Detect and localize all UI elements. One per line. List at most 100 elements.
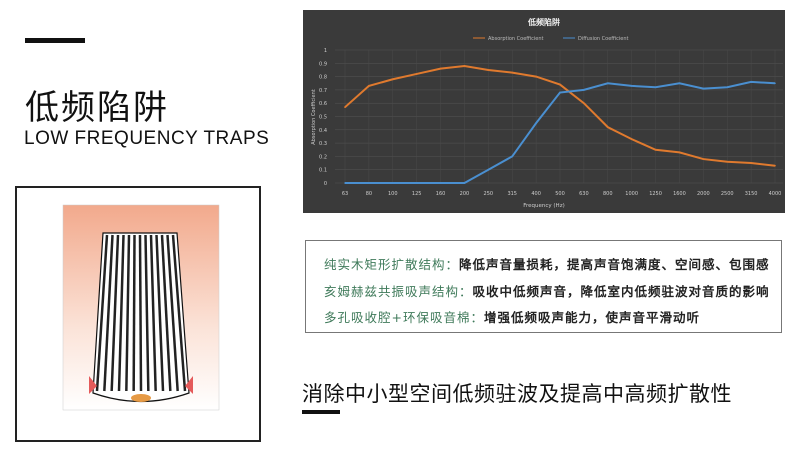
- data-point: [439, 182, 442, 184]
- bass-trap-illustration: [62, 204, 220, 411]
- chart-title: 低频陷阱: [527, 17, 560, 27]
- legend-absorption: Absorption Coefficient: [488, 36, 543, 42]
- data-point: [415, 73, 418, 75]
- data-point: [606, 126, 609, 128]
- data-point: [559, 91, 561, 94]
- slat: [110, 234, 120, 392]
- data-point: [583, 89, 585, 91]
- y-tick-label: 0.9: [319, 61, 327, 67]
- x-tick-label: 4000: [769, 191, 782, 197]
- data-point: [344, 106, 346, 108]
- x-tick-label: 1000: [625, 191, 638, 197]
- data-point: [774, 164, 776, 167]
- data-point: [463, 182, 466, 184]
- slat: [155, 234, 165, 392]
- x-tick-label: 1250: [649, 191, 662, 197]
- data-point: [415, 182, 418, 184]
- slat: [103, 234, 114, 392]
- data-point: [702, 158, 705, 160]
- x-tick-label: 3150: [745, 191, 758, 197]
- data-point: [535, 75, 537, 78]
- y-tick-label: 0: [324, 181, 327, 187]
- x-tick-label: 250: [484, 191, 494, 197]
- data-point: [511, 155, 514, 158]
- page-subtitle: LOW FREQUENCY TRAPS: [24, 128, 270, 149]
- slat: [149, 234, 157, 392]
- data-point: [678, 82, 681, 85]
- slat: [171, 234, 187, 392]
- x-tick-label: 2500: [721, 191, 734, 197]
- slat: [138, 234, 143, 392]
- slat: [132, 234, 136, 392]
- feature-value: 吸收中低频声音，降低室内低频驻波对音质的影响: [472, 284, 770, 299]
- slat: [95, 234, 109, 392]
- page-title: 低频陷阱: [25, 88, 169, 128]
- feature-key: 亥姆赫兹共振吸声结构：: [324, 284, 473, 299]
- data-point: [583, 102, 585, 104]
- feature-item: 亥姆赫兹共振吸声结构：吸收中低频声音，降低室内低频驻波对音质的影响: [324, 281, 770, 300]
- y-tick-label: 0.7: [319, 88, 327, 94]
- y-tick-label: 0.6: [319, 101, 327, 107]
- data-point: [750, 162, 752, 164]
- legend: Absorption Coefficient Diffusion Coeffic…: [473, 36, 629, 42]
- x-tick-label: 80: [366, 191, 372, 197]
- data-point: [535, 122, 537, 124]
- data-point: [630, 85, 633, 87]
- data-point: [750, 81, 752, 83]
- data-point: [368, 182, 370, 184]
- data-point: [702, 87, 705, 90]
- x-tick-label: 400: [531, 191, 541, 197]
- x-tick-label: 200: [460, 191, 470, 197]
- data-point: [368, 85, 370, 87]
- slat: [160, 234, 172, 392]
- data-point: [678, 151, 681, 154]
- x-axis-label: Frequency (Hz): [523, 203, 564, 209]
- slat: [117, 234, 125, 392]
- feature-key: 纯实木矩形扩散结构：: [324, 257, 460, 272]
- data-point: [654, 86, 657, 89]
- feature-item: 纯实木矩形扩散结构：降低声音量损耗，提高声音饱满度、空间感、包围感: [324, 254, 770, 273]
- x-tick-label: 500: [555, 191, 565, 197]
- data-point: [630, 138, 633, 140]
- x-tick-label: 100: [388, 191, 398, 197]
- features-box: 纯实木矩形扩散结构：降低声音量损耗，提高声音饱满度、空间感、包围感 亥姆赫兹共振…: [305, 240, 782, 333]
- decorative-bar: [25, 38, 85, 43]
- x-tick-label: 630: [579, 191, 589, 197]
- x-tick-label: 63: [342, 191, 348, 197]
- y-tick-label: 1: [324, 48, 327, 54]
- data-point: [391, 78, 394, 81]
- y-tick-label: 0.1: [319, 168, 327, 174]
- tagline: 消除中小型空间低频驻波及提高中高频扩散性: [302, 382, 732, 406]
- chart-panel: 低频陷阱 Absorption Coefficient Diffusion Co…: [303, 10, 785, 213]
- x-tick-label: 800: [603, 191, 613, 197]
- data-point: [487, 69, 490, 71]
- data-point: [654, 148, 657, 151]
- x-tick-label: 1600: [673, 191, 686, 197]
- feature-key: 多孔吸收腔+环保吸音棉：: [324, 310, 484, 325]
- y-axis-label: Absorption Coefficient: [311, 89, 317, 144]
- y-tick-label: 0.5: [319, 115, 327, 121]
- data-point: [511, 71, 514, 74]
- feature-item: 多孔吸收腔+环保吸音棉：增强低频吸声能力，使声音平滑动听: [324, 307, 700, 326]
- line-chart: 低频陷阱 Absorption Coefficient Diffusion Co…: [311, 17, 783, 209]
- x-tick-label: 2000: [697, 191, 710, 197]
- data-point: [487, 168, 490, 171]
- data-point: [463, 65, 466, 67]
- data-point: [726, 160, 729, 163]
- data-point: [726, 86, 729, 89]
- y-tick-label: 0.3: [319, 141, 327, 147]
- y-tick-label: 0.2: [319, 154, 327, 160]
- decorative-bar: [302, 410, 340, 414]
- slat: [125, 234, 131, 392]
- data-point: [559, 83, 561, 86]
- x-tick-label: 315: [507, 191, 517, 197]
- slat: [144, 234, 150, 392]
- data-point: [774, 82, 776, 85]
- data-point: [606, 82, 609, 85]
- data-point: [344, 182, 346, 184]
- y-tick-label: 0.8: [319, 75, 327, 81]
- legend-diffusion: Diffusion Coefficient: [578, 36, 629, 42]
- feature-value: 增强低频吸声能力，使声音平滑动听: [483, 310, 700, 325]
- y-tick-label: 0.4: [319, 128, 327, 134]
- x-tick-label: 160: [436, 191, 446, 197]
